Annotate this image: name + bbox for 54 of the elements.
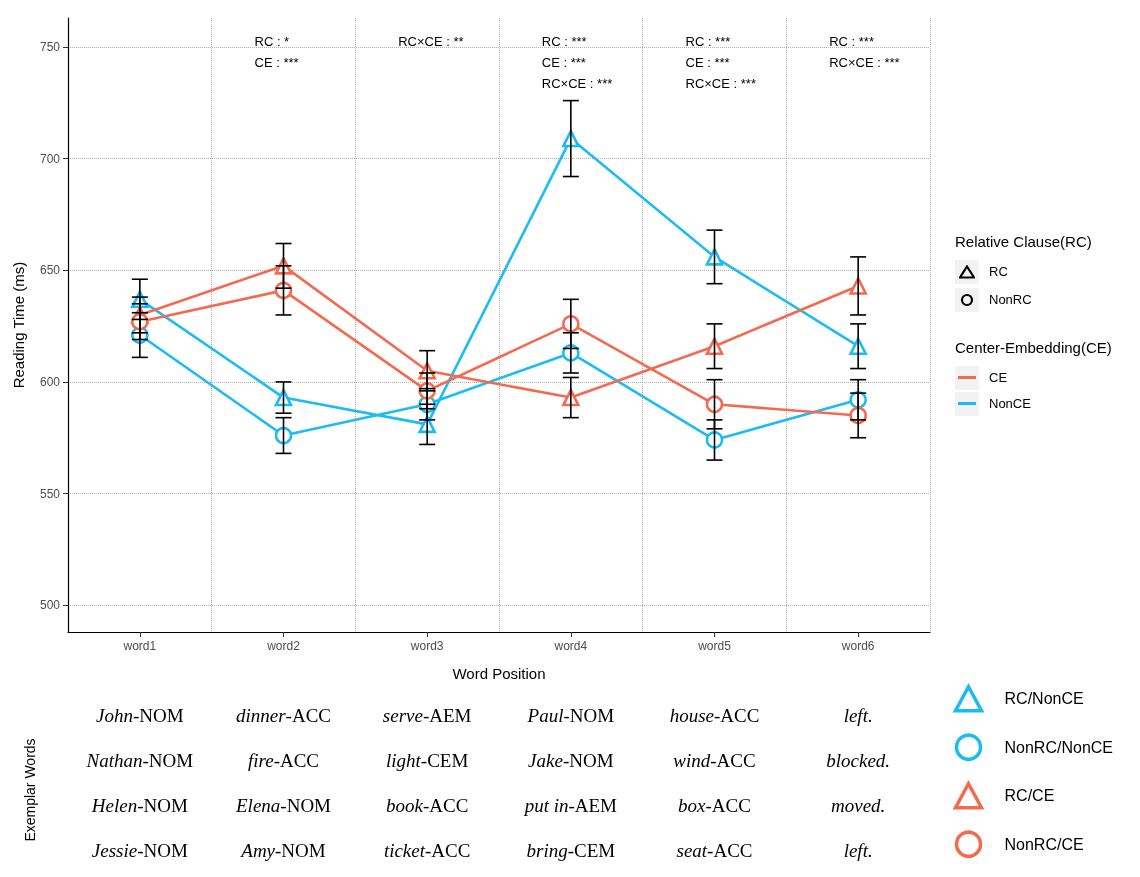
text: bring-CEM <box>526 840 616 861</box>
x-tick-label: word1 <box>122 639 157 653</box>
text: book-ACC <box>385 795 469 816</box>
text: Amy-NOM <box>241 840 326 861</box>
y-tick-label: 750 <box>39 40 61 55</box>
text: dinner-ACC <box>235 705 332 726</box>
text: Jake-NOM <box>528 750 614 771</box>
legend-label: RC/CE <box>1004 787 1055 805</box>
x-tick-label: word4 <box>553 639 588 653</box>
y-tick-label: 550 <box>39 486 61 501</box>
legend-label: NonRC/NonCE <box>1004 738 1113 756</box>
y-tick-label: 700 <box>39 151 61 166</box>
text: RC : *** CE : *** RC×CE : *** <box>685 34 756 91</box>
text: NonRC <box>989 292 1032 307</box>
annotation: RC : * CE : *** <box>254 34 299 70</box>
text: moved. <box>830 795 886 816</box>
text: serve-AEM <box>382 705 472 726</box>
x-tick-label: word2 <box>266 639 301 653</box>
legend-label: NonRC/CE <box>1004 835 1084 853</box>
text: seat-ACC <box>676 840 753 861</box>
text: house-ACC <box>669 705 760 726</box>
text: Elena-NOM <box>236 795 331 816</box>
legend-label: RC/NonCE <box>1004 690 1084 708</box>
x-tick-label: word3 <box>409 639 444 653</box>
text: ticket-ACC <box>383 840 471 861</box>
text: wind-ACC <box>673 750 756 771</box>
x-axis-title: Word Position <box>452 665 546 682</box>
text: left. <box>843 705 873 726</box>
text: light-CEM <box>385 750 469 771</box>
text: fire-ACC <box>247 750 320 771</box>
y-axis-title: Reading Time (ms) <box>10 261 27 389</box>
text: RC <box>989 264 1008 279</box>
y-tick-label: 500 <box>39 598 61 613</box>
text: Relative Clause(RC) <box>955 233 1092 250</box>
text: left. <box>843 840 873 861</box>
text: Helen-NOM <box>91 795 188 816</box>
text: Nathan-NOM <box>86 750 194 771</box>
text: put in-AEM <box>524 795 618 816</box>
text: Center-Embedding(CE) <box>955 339 1112 356</box>
text: RC : *** CE : *** RC×CE : *** <box>541 34 613 91</box>
text: John-NOM <box>96 705 184 726</box>
text: blocked. <box>826 750 891 771</box>
text: Paul-NOM <box>527 705 615 726</box>
text: RC : *** RC×CE : *** <box>829 34 900 70</box>
text: box-ACC <box>678 795 751 816</box>
text: Exemplar Words <box>22 738 38 842</box>
y-tick-label: 600 <box>39 374 61 389</box>
y-tick-label: 650 <box>39 263 61 278</box>
x-tick-label: word6 <box>840 639 875 653</box>
x-tick-label: word5 <box>697 639 732 653</box>
text: Jessie-NOM <box>91 840 188 861</box>
text: NonCE <box>989 396 1031 411</box>
annotation: RC×CE : ** <box>398 34 464 49</box>
text: CE <box>989 370 1008 385</box>
